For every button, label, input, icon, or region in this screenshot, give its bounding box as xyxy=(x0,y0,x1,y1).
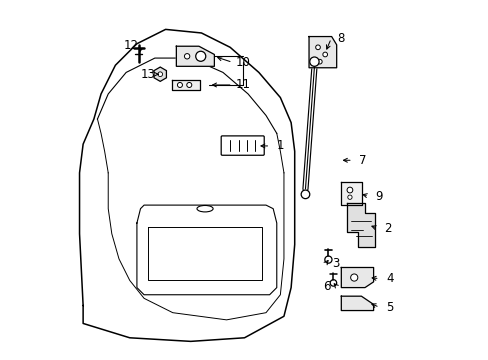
Polygon shape xyxy=(308,37,336,68)
Ellipse shape xyxy=(324,256,331,263)
Polygon shape xyxy=(346,203,374,247)
Text: 9: 9 xyxy=(374,190,382,203)
Text: 10: 10 xyxy=(235,56,250,69)
Ellipse shape xyxy=(177,82,182,87)
Text: 13: 13 xyxy=(140,68,155,81)
Ellipse shape xyxy=(195,51,205,61)
Ellipse shape xyxy=(309,57,319,66)
Ellipse shape xyxy=(158,72,162,77)
Ellipse shape xyxy=(315,45,320,50)
Polygon shape xyxy=(341,296,373,311)
Ellipse shape xyxy=(346,187,352,193)
Ellipse shape xyxy=(317,59,322,64)
Text: 12: 12 xyxy=(124,39,139,52)
Ellipse shape xyxy=(329,280,336,286)
Polygon shape xyxy=(340,182,362,205)
Ellipse shape xyxy=(350,274,357,281)
Text: 4: 4 xyxy=(385,272,393,285)
Ellipse shape xyxy=(347,195,351,199)
Polygon shape xyxy=(172,80,200,90)
Text: 11: 11 xyxy=(235,78,250,91)
Text: 7: 7 xyxy=(358,154,366,167)
Text: 5: 5 xyxy=(385,301,393,314)
Text: 8: 8 xyxy=(337,32,345,45)
Ellipse shape xyxy=(184,54,189,59)
Ellipse shape xyxy=(186,82,191,87)
Text: 2: 2 xyxy=(384,222,391,235)
Polygon shape xyxy=(176,46,214,66)
Text: 1: 1 xyxy=(276,139,284,152)
Ellipse shape xyxy=(301,190,309,199)
Polygon shape xyxy=(341,267,373,288)
Text: 6: 6 xyxy=(323,280,330,293)
Ellipse shape xyxy=(322,52,327,57)
Text: 3: 3 xyxy=(331,257,339,270)
